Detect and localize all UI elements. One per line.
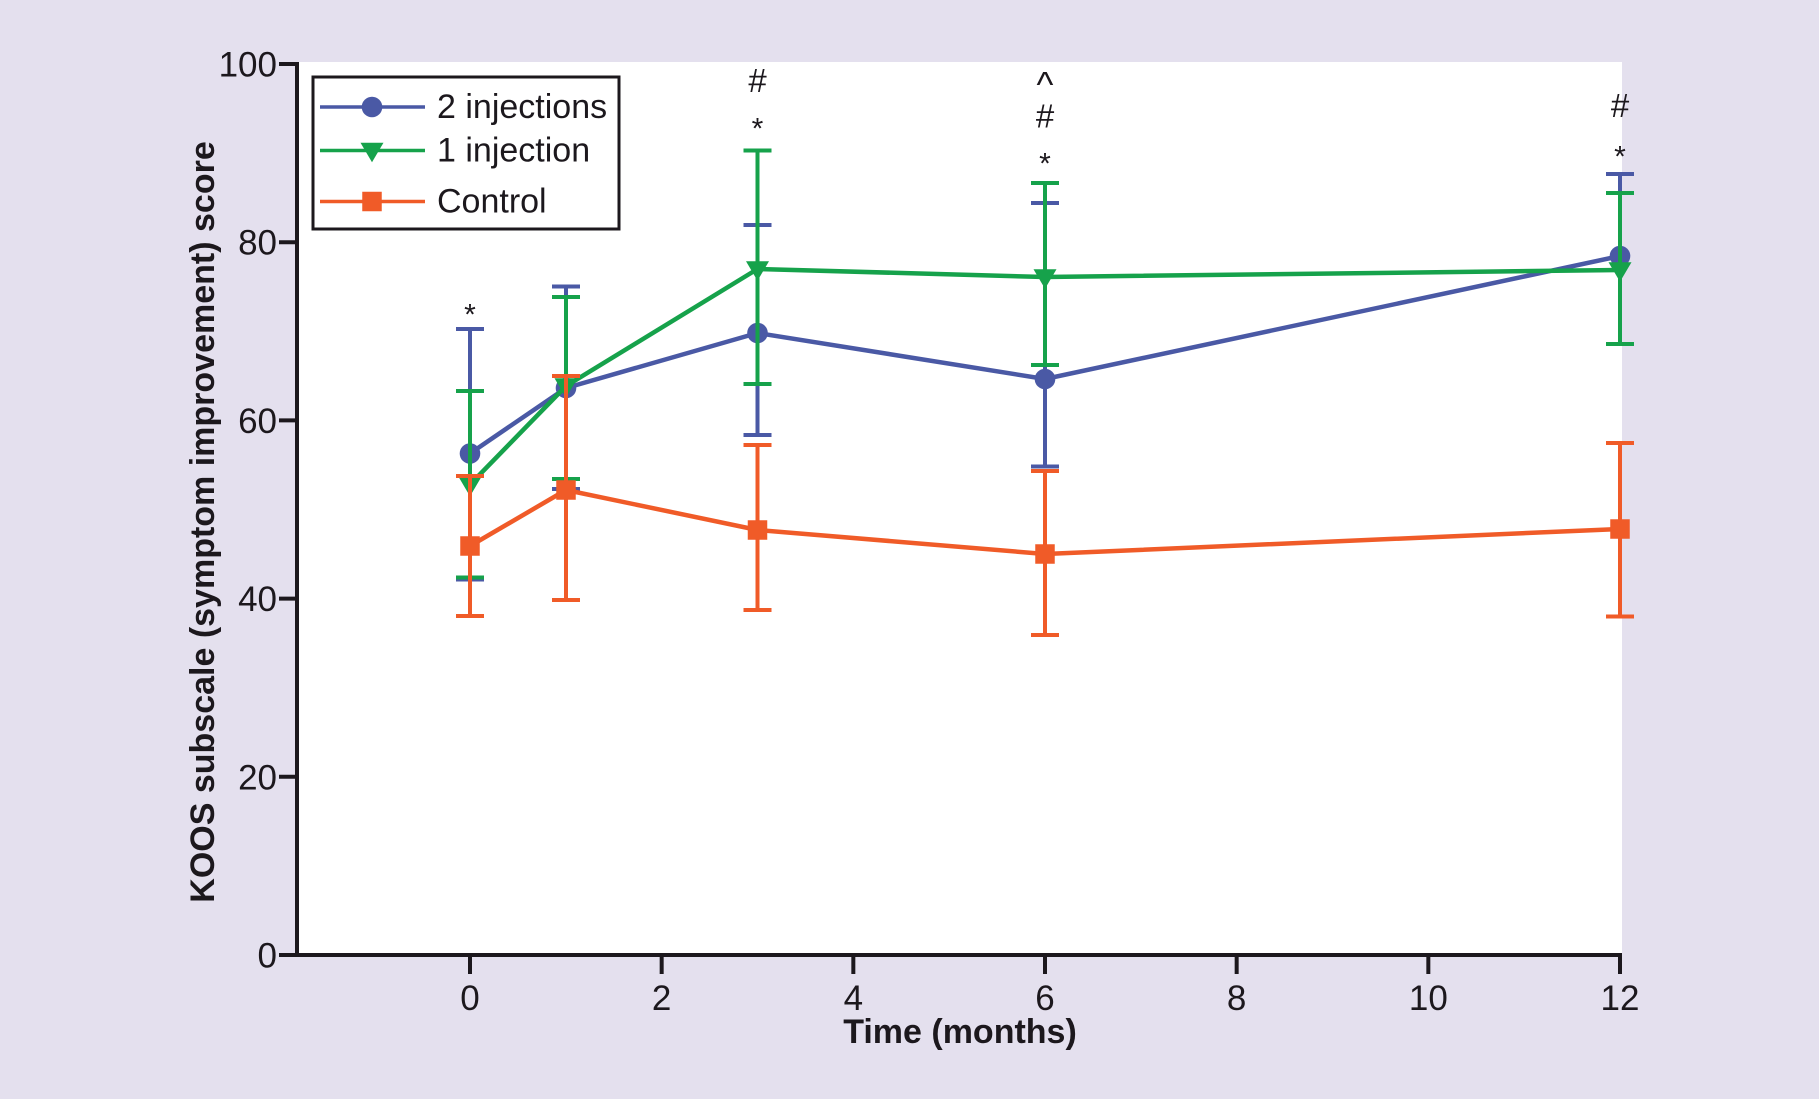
svg-text:6: 6 xyxy=(1035,979,1054,1018)
svg-text:8: 8 xyxy=(1227,979,1246,1018)
svg-text:#: # xyxy=(1036,98,1055,135)
svg-text:60: 60 xyxy=(238,402,277,441)
svg-text:KOOS subscale (symptom improve: KOOS subscale (symptom improvement) scor… xyxy=(184,141,222,902)
svg-text:*: * xyxy=(1614,141,1626,174)
svg-text:100: 100 xyxy=(219,46,277,85)
svg-text:*: * xyxy=(1039,148,1051,181)
svg-text:2 injections: 2 injections xyxy=(437,88,607,126)
svg-text:4: 4 xyxy=(844,979,863,1018)
svg-text:40: 40 xyxy=(238,580,277,619)
svg-text:*: * xyxy=(464,299,476,332)
svg-text:10: 10 xyxy=(1409,979,1448,1018)
svg-text:Time (months): Time (months) xyxy=(843,1013,1077,1051)
svg-text:1 injection: 1 injection xyxy=(437,132,590,170)
svg-text:0: 0 xyxy=(460,979,479,1018)
svg-text:2: 2 xyxy=(652,979,671,1018)
svg-text:#: # xyxy=(1611,87,1630,124)
svg-text:*: * xyxy=(752,113,764,146)
svg-text:#: # xyxy=(748,62,767,99)
svg-text:^: ^ xyxy=(1037,64,1054,105)
svg-text:12: 12 xyxy=(1601,979,1640,1018)
svg-text:20: 20 xyxy=(238,758,277,797)
svg-text:80: 80 xyxy=(238,224,277,263)
svg-text:0: 0 xyxy=(258,937,277,976)
svg-text:Control: Control xyxy=(437,183,547,221)
